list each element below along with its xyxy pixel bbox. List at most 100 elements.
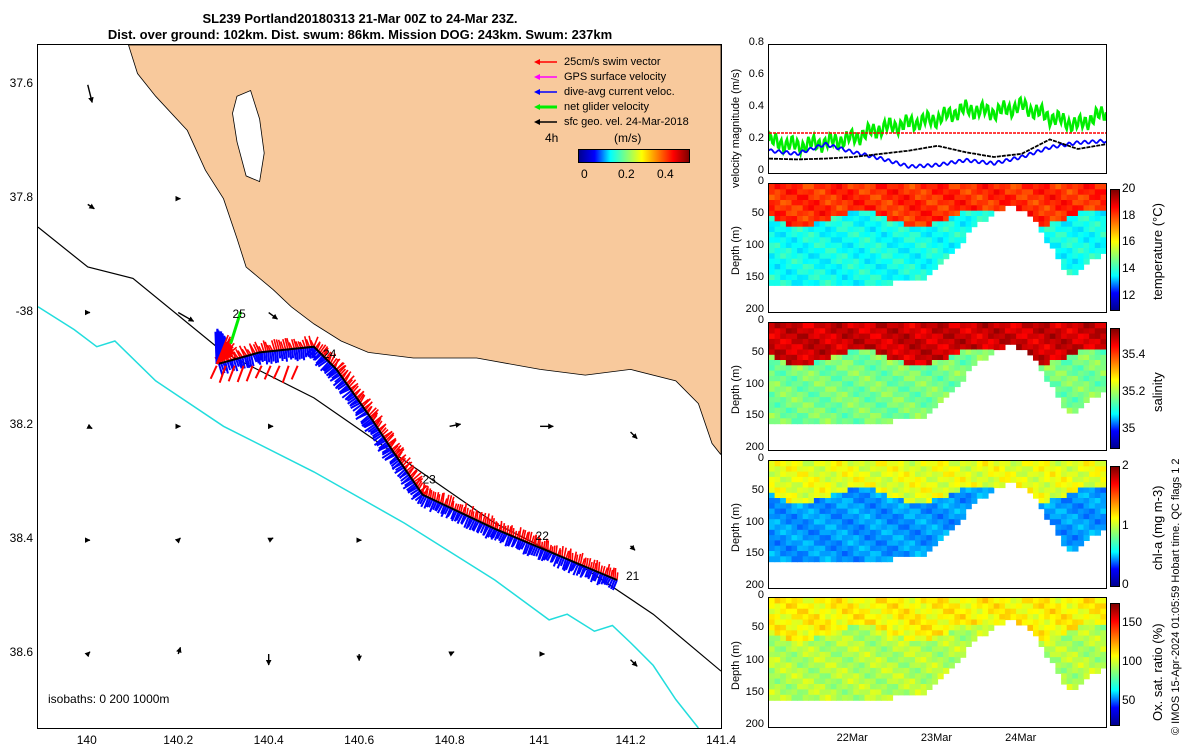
heatmap-cell: [926, 498, 933, 504]
heatmap-cell: [1066, 503, 1073, 510]
heatmap-cell: [1016, 328, 1023, 335]
heatmap-cell: [819, 237, 826, 244]
heatmap-cell: [1021, 344, 1028, 351]
heatmap-cell: [1038, 482, 1045, 489]
heatmap-cell: [1027, 210, 1034, 217]
heatmap-cell: [1066, 216, 1073, 222]
heatmap-cell: [870, 471, 877, 478]
heatmap-cell: [853, 407, 860, 414]
heatmap-cell: [819, 662, 826, 669]
heatmap-cell: [960, 635, 967, 642]
heatmap-cell: [1038, 205, 1045, 212]
heatmap-cell: [813, 264, 821, 270]
heatmap-cell: [1089, 519, 1096, 526]
heatmap-cell: [886, 258, 894, 265]
heatmap-cell: [886, 194, 894, 201]
heatmap-cell: [1094, 237, 1101, 244]
heatmap-cell: [1016, 184, 1023, 190]
heatmap-cell: [791, 498, 798, 504]
heatmap-cell: [1072, 258, 1079, 265]
heatmap-cell: [920, 328, 927, 335]
swim-vector: [373, 415, 383, 424]
heatmap-cell: [903, 508, 910, 515]
heatmap-cell: [976, 614, 983, 621]
heatmap-cell: [1066, 365, 1073, 372]
heatmap-cell: [769, 365, 776, 372]
heatmap-cell: [858, 333, 866, 340]
heatmap-cell: [988, 482, 995, 489]
heatmap-cell: [1072, 598, 1079, 604]
heatmap-cell: [1077, 344, 1085, 351]
heatmap-cell: [954, 471, 961, 478]
heatmap-cell: [802, 662, 809, 669]
heatmap-cell: [853, 619, 860, 626]
heatmap-cell: [1072, 333, 1079, 340]
swim-vector: [496, 522, 500, 530]
heatmap-cell: [1083, 349, 1090, 356]
heatmap-cell: [886, 200, 894, 206]
heatmap-cell: [931, 471, 939, 478]
heatmap-cell: [830, 651, 837, 658]
heatmap-cell: [847, 189, 854, 196]
swim-vector: [363, 402, 373, 409]
heatmap-cell: [881, 513, 888, 520]
heatmap-cell: [842, 619, 849, 626]
heatmap-cell: [842, 651, 849, 658]
heatmap-cell: [1044, 226, 1051, 233]
heatmap-cell: [886, 545, 894, 552]
heatmap-cell: [982, 482, 989, 489]
heatmap-cell: [791, 551, 798, 557]
heatmap-cell: [1049, 492, 1056, 499]
heatmap-cell: [920, 365, 927, 372]
figure-title-line2: Dist. over ground: 102km. Dist. swum: 86…: [107, 27, 613, 42]
heatmap-cell: [920, 689, 927, 696]
heatmap-cell: [785, 253, 793, 260]
heatmap-cell: [802, 551, 809, 557]
heatmap-cell: [915, 237, 922, 244]
colorbar-tick-label: 35.4: [1122, 347, 1146, 362]
heatmap-cell: [886, 476, 894, 483]
current-vector: [327, 370, 339, 379]
heatmap-cell: [830, 630, 837, 637]
heatmap-cell: [1094, 619, 1101, 626]
heatmap-cell: [971, 614, 978, 621]
heatmap-cell: [965, 641, 972, 647]
heatmap-cell: [797, 498, 804, 504]
heatmap-cell: [819, 205, 826, 212]
heatmap-cell: [797, 323, 804, 329]
heatmap-cell: [825, 264, 832, 270]
heatmap-cell: [1083, 608, 1090, 615]
heatmap-cell: [1010, 338, 1017, 345]
heatmap-cell: [931, 216, 939, 222]
heatmap-cell: [836, 689, 843, 696]
heatmap-cell: [853, 349, 860, 356]
heatmap-cell: [886, 466, 894, 473]
heatmap-cell: [960, 232, 967, 238]
heatmap-cell: [825, 487, 832, 494]
heatmap-cell: [1061, 624, 1068, 631]
heatmap-cell: [769, 354, 776, 361]
heatmap-cell: [819, 200, 826, 206]
heatmap-cell: [1066, 492, 1073, 499]
swim-vector: [524, 531, 529, 542]
heatmap-cell: [825, 598, 832, 604]
heatmap-cell: [999, 619, 1006, 626]
heatmap-cell: [802, 397, 809, 403]
heatmap-cell: [954, 365, 961, 372]
heatmap-cell: [858, 667, 866, 674]
heatmap-cell: [965, 226, 972, 233]
heatmap-cell: [802, 603, 809, 610]
heatmap-cell: [791, 524, 798, 531]
heatmap-cell: [943, 614, 950, 621]
heatmap-cell: [1072, 540, 1079, 547]
heatmap-cell: [1100, 641, 1106, 647]
heatmap-cell: [825, 237, 832, 244]
heatmap-cell: [886, 519, 894, 526]
heatmap-cell: [808, 540, 815, 547]
heatmap-cell: [802, 476, 809, 483]
heatmap-cell: [954, 519, 961, 526]
heatmap-cell: [791, 370, 798, 377]
heatmap-cell: [858, 274, 866, 281]
heatmap-cell: [881, 630, 888, 637]
legend-label: net glider velocity: [564, 101, 649, 113]
